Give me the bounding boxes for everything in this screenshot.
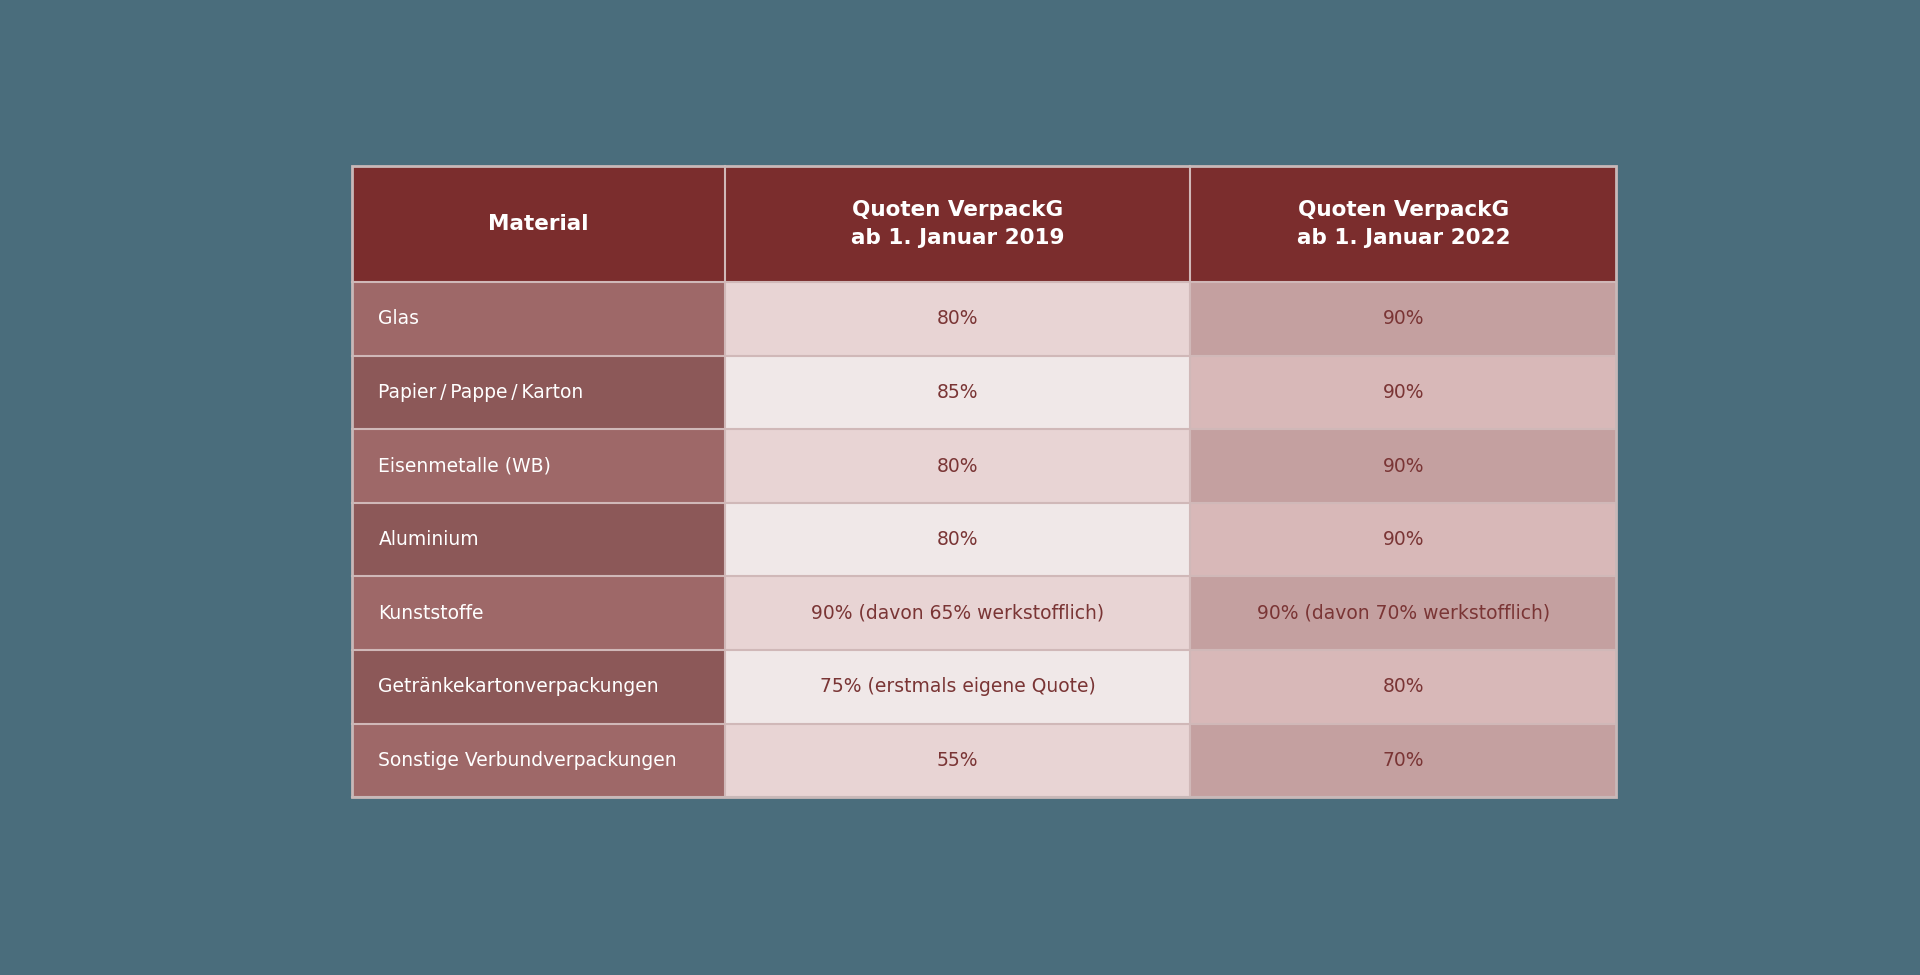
Text: 90% (davon 65% werkstofflich): 90% (davon 65% werkstofflich) [810,604,1104,623]
Text: Papier / Pappe / Karton: Papier / Pappe / Karton [378,383,584,402]
Text: Eisenmetalle (WB): Eisenmetalle (WB) [378,456,551,476]
Text: 90%: 90% [1382,309,1425,329]
Text: Sonstige Verbundverpackungen: Sonstige Verbundverpackungen [378,751,678,770]
Bar [1190,576,1617,650]
Text: 80%: 80% [937,456,977,476]
Text: 85%: 85% [937,383,977,402]
Bar [724,356,1190,429]
Bar [351,650,724,723]
Bar [351,282,724,356]
Bar [724,282,1190,356]
Text: 90%: 90% [1382,383,1425,402]
Bar [1190,650,1617,723]
Bar [351,576,724,650]
Bar [724,503,1190,576]
Bar [1190,356,1617,429]
Bar [724,576,1190,650]
Text: Glas: Glas [378,309,419,329]
Text: 55%: 55% [937,751,977,770]
Bar [1190,166,1617,282]
Bar [724,650,1190,723]
Bar [351,356,724,429]
Text: 80%: 80% [937,309,977,329]
Bar [724,723,1190,798]
Bar [724,429,1190,503]
Text: 90%: 90% [1382,530,1425,549]
Bar [351,723,724,798]
Bar [351,429,724,503]
Text: Aluminium: Aluminium [378,530,478,549]
Text: Kunststoffe: Kunststoffe [378,604,484,623]
Text: 75% (erstmals eigene Quote): 75% (erstmals eigene Quote) [820,678,1094,696]
Text: Quoten VerpackG
ab 1. Januar 2022: Quoten VerpackG ab 1. Januar 2022 [1296,200,1509,248]
Text: 90%: 90% [1382,456,1425,476]
Bar [1190,503,1617,576]
Bar [351,166,1617,798]
Text: 80%: 80% [1382,678,1425,696]
Text: Material: Material [488,214,588,234]
Text: Getränkekartonverpackungen: Getränkekartonverpackungen [378,678,659,696]
Text: 90% (davon 70% werkstofflich): 90% (davon 70% werkstofflich) [1258,604,1549,623]
Bar [1190,429,1617,503]
Text: 70%: 70% [1382,751,1425,770]
Bar [351,503,724,576]
Text: 80%: 80% [937,530,977,549]
Bar [1190,723,1617,798]
Bar [351,166,724,282]
Bar [1190,282,1617,356]
Bar [724,166,1190,282]
Text: Quoten VerpackG
ab 1. Januar 2019: Quoten VerpackG ab 1. Januar 2019 [851,200,1064,248]
